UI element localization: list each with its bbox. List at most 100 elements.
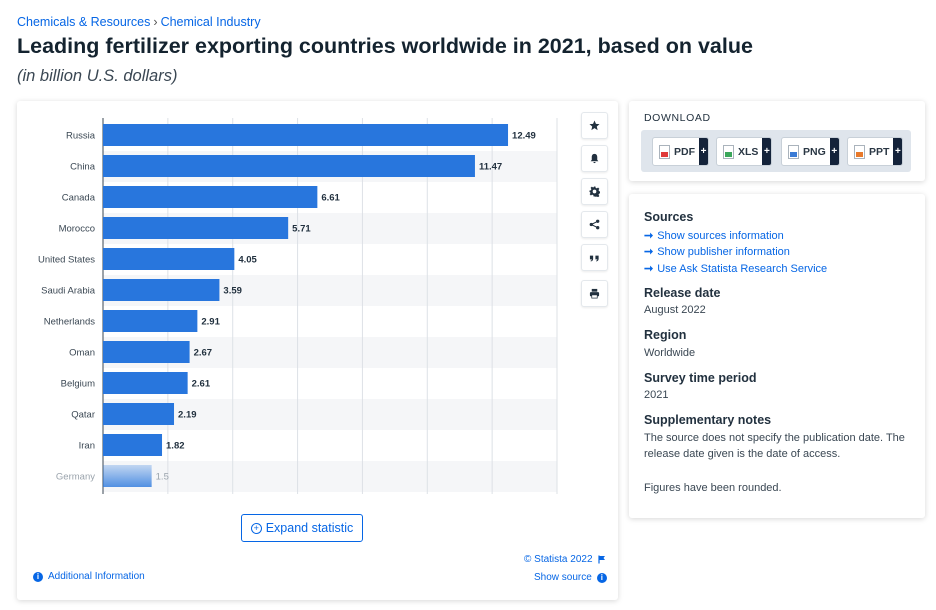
supplementary-notes-value: The source does not specify the publicat… bbox=[644, 432, 905, 460]
copyright-text: © Statista 2022 bbox=[524, 554, 593, 565]
rounding-note: Figures have been rounded. bbox=[644, 482, 782, 494]
bar bbox=[103, 372, 188, 394]
category-label: Germany bbox=[56, 472, 95, 483]
show-publisher-text: Show publisher information bbox=[657, 245, 790, 258]
category-label: Canada bbox=[62, 193, 96, 204]
data-label: 2.19 bbox=[178, 410, 197, 421]
png-plus: + bbox=[829, 138, 839, 165]
bar bbox=[103, 155, 475, 177]
research-service-text: Use Ask Statista Research Service bbox=[657, 262, 828, 275]
arrow-right-icon: ➞ bbox=[644, 263, 654, 275]
bar-chart: Russia 12.49 China 11.47 Canada 6.61 Morocco 5.… bbox=[38, 118, 558, 494]
metadata-card bbox=[629, 194, 925, 518]
show-sources-text: Show sources information bbox=[657, 229, 784, 242]
bar bbox=[103, 434, 163, 456]
release-date-value: August 2022 bbox=[644, 304, 706, 316]
download-png-button[interactable]: PNG + bbox=[781, 137, 840, 166]
bar bbox=[103, 217, 289, 239]
bar bbox=[103, 465, 152, 487]
data-label: 5.71 bbox=[292, 224, 311, 235]
sources-heading: Sources bbox=[644, 210, 694, 224]
xls-plus: + bbox=[762, 138, 772, 165]
png-file-icon bbox=[788, 144, 799, 159]
favorite-button[interactable] bbox=[581, 112, 608, 139]
pdf-plus: + bbox=[699, 138, 708, 165]
region-value: Worldwide bbox=[644, 347, 696, 359]
download-pdf-button[interactable]: PDF + bbox=[652, 137, 709, 166]
gear-icon bbox=[589, 186, 600, 197]
xls-file-icon bbox=[723, 144, 734, 159]
additional-info-link[interactable]: i Additional Information bbox=[33, 571, 145, 582]
breadcrumb-parent-link[interactable]: Chemicals & Resources bbox=[17, 15, 151, 29]
additional-info-text: Additional Information bbox=[48, 571, 145, 582]
settings-button[interactable] bbox=[581, 178, 608, 205]
bar bbox=[103, 279, 220, 301]
survey-period-value: 2021 bbox=[644, 389, 669, 401]
show-publisher-link[interactable]: ➞ Show publisher information bbox=[644, 245, 790, 259]
bar bbox=[103, 248, 235, 270]
share-button[interactable] bbox=[581, 211, 608, 238]
page-subtitle: (in billion U.S. dollars) bbox=[17, 67, 178, 85]
ppt-label: PPT bbox=[869, 145, 890, 158]
arrow-right-icon: ➞ bbox=[644, 230, 654, 242]
category-label: Qatar bbox=[71, 410, 95, 421]
show-source-text: Show source bbox=[534, 572, 592, 583]
data-label: 2.67 bbox=[194, 348, 213, 359]
notify-button[interactable] bbox=[581, 145, 608, 172]
bar bbox=[103, 341, 190, 363]
show-sources-link[interactable]: ➞ Show sources information bbox=[644, 229, 784, 243]
page-title: Leading fertilizer exporting countries w… bbox=[17, 34, 753, 58]
region-heading: Region bbox=[644, 328, 687, 342]
arrow-right-icon: ➞ bbox=[644, 246, 654, 258]
breadcrumb: Chemicals & Resources › Chemical Industry bbox=[17, 15, 261, 29]
cite-button[interactable] bbox=[581, 244, 608, 271]
row-stripe bbox=[103, 461, 557, 492]
breadcrumb-current-link[interactable]: Chemical Industry bbox=[160, 15, 261, 29]
expand-label: Expand statistic bbox=[265, 521, 354, 535]
category-label: Oman bbox=[69, 348, 95, 359]
print-button[interactable] bbox=[581, 280, 608, 307]
data-label: 2.61 bbox=[192, 379, 211, 390]
data-label: 4.05 bbox=[238, 255, 257, 266]
data-label: 11.47 bbox=[479, 162, 502, 173]
info-icon: i bbox=[33, 571, 43, 582]
png-label: PNG bbox=[803, 145, 826, 158]
expand-statistic-button[interactable]: + Expand statistic bbox=[241, 514, 363, 542]
flag-icon bbox=[597, 555, 605, 564]
print-icon bbox=[589, 288, 600, 299]
breadcrumb-separator: › bbox=[153, 15, 158, 29]
copyright[interactable]: © Statista 2022 bbox=[524, 554, 606, 565]
expand-plus-icon: + bbox=[250, 522, 262, 534]
bar bbox=[103, 186, 318, 208]
show-source-link[interactable]: Show source i bbox=[534, 572, 607, 583]
pdf-label: PDF bbox=[674, 145, 695, 158]
bell-icon bbox=[590, 153, 599, 164]
research-service-link[interactable]: ➞ Use Ask Statista Research Service bbox=[644, 262, 828, 276]
bar bbox=[103, 403, 175, 425]
data-label: 2.91 bbox=[201, 317, 220, 328]
data-label: 6.61 bbox=[321, 193, 340, 204]
info-icon: i bbox=[596, 572, 607, 583]
download-title: DOWNLOAD bbox=[644, 112, 711, 124]
data-label: 1.5 bbox=[156, 472, 169, 483]
bar bbox=[103, 124, 509, 146]
supplementary-notes-heading: Supplementary notes bbox=[644, 413, 772, 427]
category-label: Morocco bbox=[59, 224, 95, 235]
release-date-heading: Release date bbox=[644, 286, 721, 300]
pdf-file-icon bbox=[659, 144, 670, 159]
bar bbox=[103, 310, 198, 332]
star-icon bbox=[589, 120, 600, 131]
data-label: 12.49 bbox=[512, 131, 536, 142]
share-icon bbox=[589, 219, 600, 230]
download-ppt-button[interactable]: PPT + bbox=[847, 137, 904, 166]
survey-period-heading: Survey time period bbox=[644, 371, 757, 385]
category-label: Saudi Arabia bbox=[41, 286, 96, 297]
data-label: 1.82 bbox=[166, 441, 185, 452]
category-label: China bbox=[70, 162, 96, 173]
category-label: Belgium bbox=[61, 379, 95, 390]
ppt-file-icon bbox=[854, 144, 865, 159]
data-label: 3.59 bbox=[223, 286, 242, 297]
quote-icon bbox=[589, 255, 599, 262]
ppt-plus: + bbox=[893, 138, 903, 165]
download-xls-button[interactable]: XLS + bbox=[716, 137, 773, 166]
